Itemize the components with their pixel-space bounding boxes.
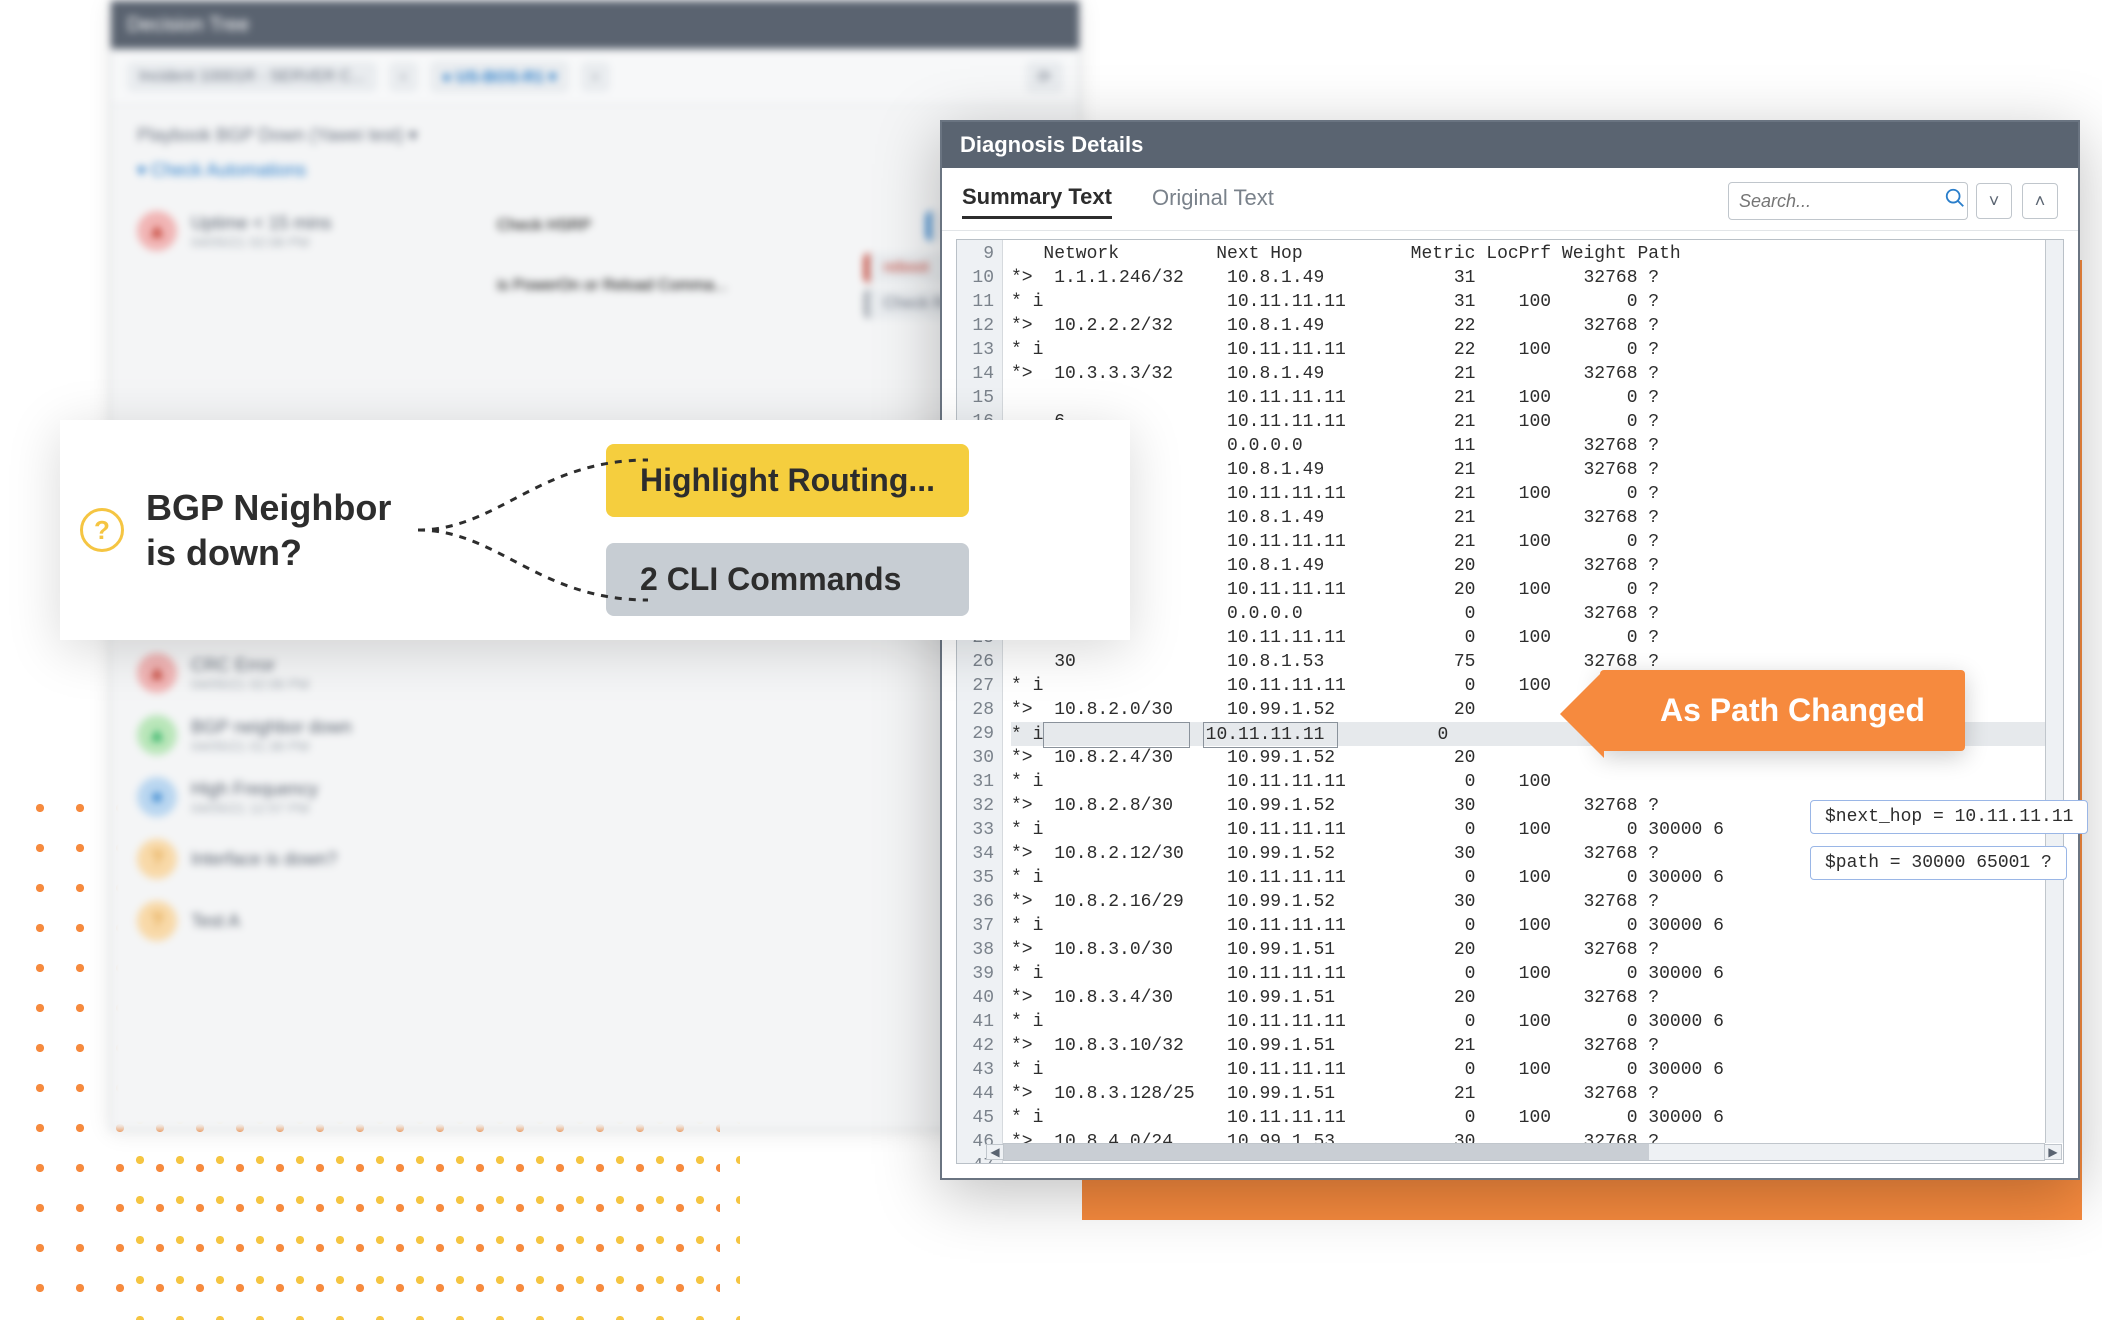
as-path-changed-callout: As Path Changed (1600, 670, 1965, 751)
bg-list-item: ▲ BGP neighbor down04/05/21 01:38 PM (137, 715, 1053, 755)
scroll-right-arrow[interactable]: ▶ (2044, 1144, 2062, 1160)
table-row: 6 10.11.11.11 21 100 0 ? (1011, 410, 2063, 434)
decision-question: BGP Neighbor is down? (146, 485, 446, 575)
dots-yellow-pattern (120, 1100, 740, 1320)
table-row: 8 10.8.1.49 21 32768 ? (1011, 458, 2063, 482)
search-input[interactable] (1728, 182, 1968, 220)
highlight-routing-chip[interactable]: Highlight Routing... (606, 444, 969, 517)
table-row: * i 10.11.11.11 0 100 (1011, 770, 2063, 794)
check-hsrp-label: Check HSRP (497, 217, 591, 235)
table-row: * i 10.11.11.11 22 100 0 ? (1011, 338, 2063, 362)
table-row: * i 10.11.11.11 0 100 0 30000 6 (1011, 914, 2063, 938)
tip-path: $path = 30000 65001 ? (1810, 846, 2067, 880)
item-title: Test A (191, 911, 491, 932)
scroll-thumb[interactable] (1004, 1144, 1649, 1160)
table-row: 10.11.11.11 21 100 0 ? (1011, 530, 2063, 554)
table-row: 29 10.8.1.49 20 32768 ? (1011, 554, 2063, 578)
table-row: * i 10.11.11.11 0 100 0 30000 6 (1011, 1058, 2063, 1082)
bg-window-title: Decision Tree (111, 1, 1079, 49)
item-sub: 04/05/21 01:38 PM (191, 738, 491, 754)
bg-list-item: ▲ CRC Error04/05/21 02:06 PM (137, 653, 1053, 693)
decision-card: ? BGP Neighbor is down? Highlight Routin… (60, 420, 1130, 640)
status-icon: ? (137, 839, 177, 879)
item-sub: 04/05/21 02:06 PM (191, 676, 491, 692)
table-row: *> 10.8.3.128/25 10.99.1.51 21 32768 ? (1011, 1082, 2063, 1106)
table-row: 28 10.8.1.49 21 32768 ? (1011, 506, 2063, 530)
tab-original-text[interactable]: Original Text (1152, 185, 1274, 217)
alert-icon: ▲ (137, 211, 177, 251)
table-row: *> 10.2.2.2/32 10.8.1.49 22 32768 ? (1011, 314, 2063, 338)
horizontal-scrollbar[interactable]: ◀ ▶ (1003, 1143, 2045, 1161)
scroll-left-arrow[interactable]: ◀ (986, 1144, 1004, 1160)
table-header-row: Network Next Hop Metric LocPrf Weight Pa… (1011, 242, 2063, 266)
status-icon: ▲ (137, 653, 177, 693)
bg-list-item: ? Interface is down? (137, 839, 1053, 879)
item-title: Interface is down? (191, 849, 491, 870)
bg-list-item: ● High Frequency04/05/21 12:57 PM (137, 777, 1053, 817)
table-row: * i 10.11.11.11 0 100 0 30000 6 (1011, 962, 2063, 986)
tip-next-hop: $next_hop = 10.11.11.11 (1810, 800, 2088, 834)
nav-right-arrow: › (581, 62, 610, 92)
status-icon: ● (137, 777, 177, 817)
table-row: 10.11.11.11 21 100 0 ? (1011, 482, 2063, 506)
item-title: High Frequency (191, 779, 491, 800)
table-row: *> 10.8.3.0/30 10.99.1.51 20 32768 ? (1011, 938, 2063, 962)
collapse-up-button[interactable]: ˄ (2022, 183, 2058, 219)
table-row: * i 10.11.11.11 31 100 0 ? (1011, 290, 2063, 314)
item-title: CRC Error (191, 655, 491, 676)
table-row: *> 10.8.3.4/30 10.99.1.51 20 32768 ? (1011, 986, 2063, 1010)
bg-list-item: ? Test A (137, 901, 1053, 941)
item-title: BGP neighbor down (191, 717, 491, 738)
cli-commands-chip[interactable]: 2 CLI Commands (606, 543, 969, 616)
table-row: 10.11.11.11 21 100 0 ? (1011, 386, 2063, 410)
check-automations-link: ▾ Check Automations (137, 160, 1053, 181)
table-row: 10.11.11.11 20 100 0 ? (1011, 578, 2063, 602)
status-icon: ▲ (137, 715, 177, 755)
question-mark-icon: ? (80, 508, 124, 552)
playbook-label: Playbook BGP Down (Yawei test) ▾ (137, 125, 1053, 146)
vertical-scrollbar[interactable] (2045, 240, 2063, 1143)
uptime-sub: 04/05/21 02:08 PM (191, 234, 332, 250)
table-row: *> 10.8.2.16/29 10.99.1.52 30 32768 ? (1011, 890, 2063, 914)
uptime-title: Uptime < 15 mins (191, 213, 332, 234)
refresh-icon: ⟳ (1026, 61, 1063, 93)
diagnosis-title: Diagnosis Details (942, 122, 2078, 168)
table-row: *> 1.1.1.246/32 10.8.1.49 31 32768 ? (1011, 266, 2063, 290)
status-icon: ? (137, 901, 177, 941)
device-name: ● US-BOS-R1 ▾ (430, 61, 569, 93)
table-row: 0.0.0.0 11 32768 ? (1011, 434, 2063, 458)
tab-summary-text[interactable]: Summary Text (962, 184, 1112, 219)
table-row: * i 10.11.11.11 0 100 0 30000 6 (1011, 1106, 2063, 1130)
search-icon[interactable] (1944, 187, 1966, 216)
collapse-down-button[interactable]: ˅ (1976, 183, 2012, 219)
table-row: 29 0.0.0.0 0 32768 ? (1011, 602, 2063, 626)
item-sub: 04/05/21 12:57 PM (191, 800, 491, 816)
table-row: * i 10.11.11.11 0 100 0 30000 6 (1011, 1010, 2063, 1034)
table-row: *> 10.8.3.10/32 10.99.1.51 21 32768 ? (1011, 1034, 2063, 1058)
diagnosis-details-window: Diagnosis Details Summary Text Original … (940, 120, 2080, 1180)
incident-pill: Incident 10001R - SERVER C... (127, 62, 377, 92)
poweron-label: is PowerOn or Reload Comma... (497, 277, 727, 295)
table-row: *> 10.3.3.3/32 10.8.1.49 21 32768 ? (1011, 362, 2063, 386)
line-number-gutter: 9101112131415161718192021222324252627282… (957, 240, 1003, 1163)
nav-left-arrow: ‹ (389, 62, 418, 92)
table-row: 10.11.11.11 0 100 0 ? (1011, 626, 2063, 650)
